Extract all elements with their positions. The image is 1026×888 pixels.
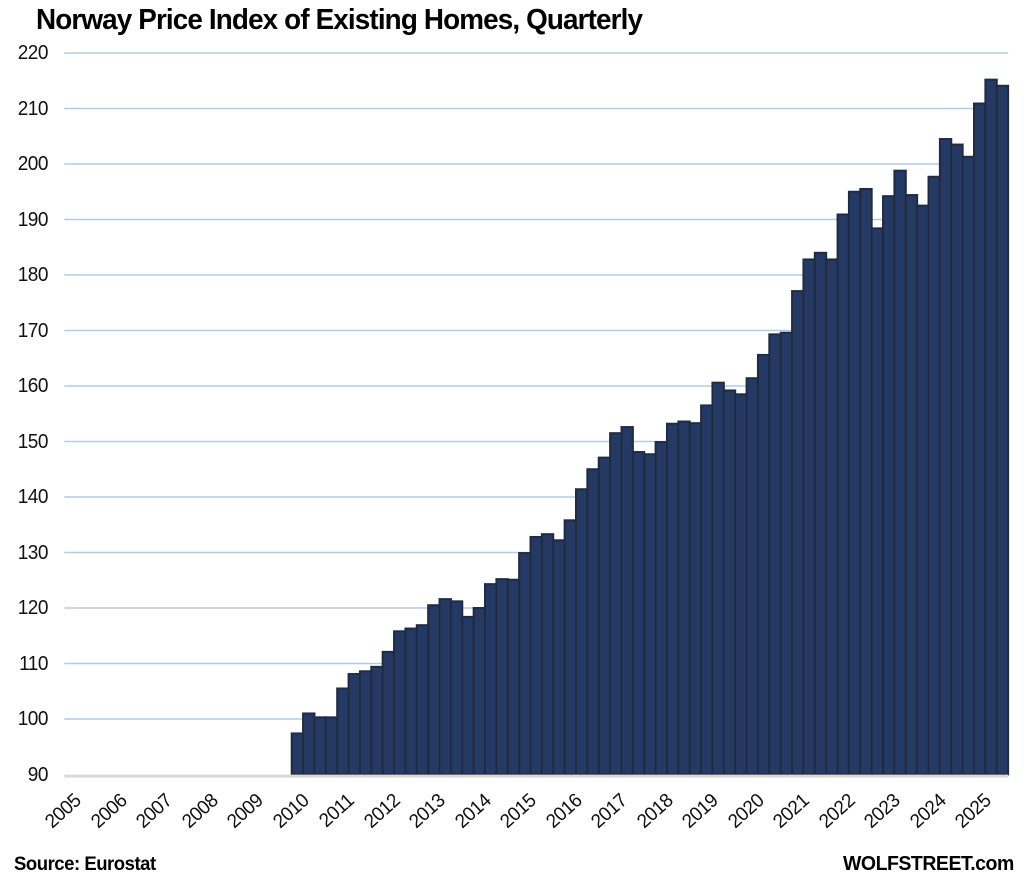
bar-2024-Q4 — [961, 155, 976, 776]
y-tick-label-150: 150 — [17, 430, 49, 453]
bar-2017-Q3 — [631, 451, 646, 776]
bar-2014-Q2 — [484, 583, 498, 776]
y-tick-label-90: 90 — [27, 763, 49, 786]
bar-2015-Q1 — [518, 552, 532, 776]
bar-2018-Q2 — [665, 422, 680, 776]
y-tick-label-200: 200 — [17, 153, 49, 175]
bar-2010-Q3 — [313, 716, 327, 776]
bar-2023-Q2 — [893, 169, 907, 776]
bar-2020-Q1 — [745, 377, 759, 776]
wolfstreet-brand: WOLFSTREET.com — [843, 852, 1014, 875]
y-tick-label-160: 160 — [17, 375, 49, 397]
bar-2025-Q1 — [973, 102, 987, 776]
bar-2024-Q1 — [927, 175, 941, 776]
bar-2016-Q2 — [575, 488, 589, 776]
y-tick-label-130: 130 — [17, 541, 49, 564]
bar-2014-Q4 — [506, 578, 521, 776]
bar-2016-Q3 — [586, 468, 600, 776]
bar-2017-Q4 — [643, 453, 657, 776]
bar-2021-Q4 — [825, 258, 839, 776]
bar-2023-Q3 — [904, 194, 919, 776]
y-tick-label-140: 140 — [17, 486, 49, 508]
bar-2010-Q2 — [302, 712, 316, 776]
bar-2011-Q2 — [347, 673, 361, 776]
bar-2012-Q3 — [404, 627, 418, 776]
bar-2021-Q1 — [791, 290, 805, 776]
bar-2015-Q2 — [529, 535, 543, 776]
bar-2019-Q4 — [734, 393, 748, 776]
bar-2022-Q2 — [847, 190, 862, 776]
bar-2023-Q1 — [882, 195, 896, 776]
y-tick-label-180: 180 — [17, 264, 49, 286]
y-tick-label-190: 190 — [17, 208, 49, 231]
bar-2021-Q2 — [802, 258, 816, 776]
y-tick-label-100: 100 — [17, 708, 49, 730]
y-tick-label-220: 220 — [17, 42, 49, 64]
bar-2011-Q4 — [370, 665, 384, 776]
bar-2019-Q3 — [722, 389, 737, 776]
y-tick-label-170: 170 — [17, 319, 49, 342]
bar-2013-Q3 — [449, 600, 464, 776]
bar-2012-Q2 — [393, 630, 407, 776]
bar-2011-Q3 — [358, 670, 373, 776]
bar-2010-Q1 — [290, 732, 305, 776]
bar-2022-Q4 — [870, 227, 885, 776]
chart-title: Norway Price Index of Existing Homes, Qu… — [36, 4, 643, 36]
bar-2018-Q4 — [688, 422, 703, 776]
y-tick-label-110: 110 — [19, 652, 48, 675]
bar-2018-Q1 — [654, 441, 668, 776]
bar-2016-Q1 — [563, 519, 578, 776]
bar-2024-Q2 — [938, 138, 953, 776]
bar-2014-Q1 — [472, 607, 487, 776]
bar-2013-Q4 — [461, 615, 475, 776]
bar-2010-Q4 — [324, 716, 339, 776]
bar-2012-Q1 — [381, 650, 396, 776]
y-tick-label-210: 210 — [17, 97, 49, 120]
bar-2019-Q1 — [700, 404, 714, 776]
bar-2022-Q1 — [836, 213, 850, 776]
source-note: Source: Eurostat — [14, 853, 156, 875]
bar-2013-Q2 — [438, 598, 452, 776]
bar-2014-Q3 — [495, 578, 509, 776]
bar-2023-Q4 — [916, 204, 930, 776]
y-tick-label-120: 120 — [17, 597, 49, 619]
bar-2025-Q2 — [984, 78, 998, 776]
bar-2016-Q4 — [597, 456, 612, 776]
bar-2024-Q3 — [950, 143, 964, 776]
bar-2012-Q4 — [415, 624, 430, 776]
bar-2020-Q2 — [756, 353, 771, 776]
bar-2025-Q3 — [995, 84, 1010, 776]
bar-2021-Q3 — [813, 251, 828, 776]
bar-2015-Q4 — [552, 539, 566, 776]
bar-2018-Q3 — [677, 420, 691, 776]
bar-2020-Q3 — [768, 333, 782, 776]
bar-2015-Q3 — [540, 533, 555, 776]
bar-2022-Q3 — [859, 187, 873, 776]
bar-2019-Q2 — [711, 381, 725, 776]
bar-2017-Q1 — [609, 432, 623, 776]
bar-2017-Q2 — [620, 426, 634, 776]
bar-2011-Q1 — [336, 687, 350, 776]
bar-2013-Q1 — [427, 604, 441, 776]
bar-2020-Q4 — [779, 331, 794, 776]
